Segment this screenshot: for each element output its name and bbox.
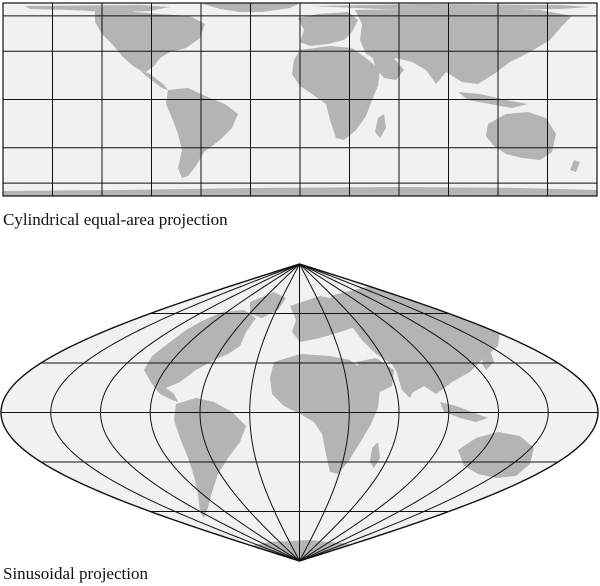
cyl-north-america xyxy=(95,9,205,72)
cyl-arabia xyxy=(372,56,404,80)
sin-africa xyxy=(270,354,380,474)
cyl-madagascar xyxy=(375,114,386,138)
sin-north-america xyxy=(144,310,256,388)
cyl-africa xyxy=(292,46,380,140)
sin-greenland xyxy=(250,292,286,318)
sin-arabia xyxy=(356,358,394,392)
cyl-new-zealand xyxy=(570,160,580,172)
sinusoidal-caption: Sinusoidal projection xyxy=(3,564,148,583)
cyl-border xyxy=(2,2,598,197)
sin-new-zealand xyxy=(542,470,554,486)
cyl-eurasia-arctic xyxy=(310,4,590,10)
cyl-europe xyxy=(298,12,358,46)
cylindrical-caption: Cylindrical equal-area projection xyxy=(3,210,228,229)
sinusoidal-map xyxy=(0,263,599,562)
sin-graticule xyxy=(1,263,598,562)
sin-border xyxy=(0,263,599,562)
cyl-arctic-islands xyxy=(25,5,170,12)
cylindrical-equal-area-map xyxy=(2,2,598,197)
sin-australia xyxy=(458,432,534,478)
cyl-central-america xyxy=(140,70,168,90)
sin-india xyxy=(396,366,418,398)
sin-central-america xyxy=(152,384,178,402)
cyl-south-america xyxy=(166,88,238,178)
sin-south-america xyxy=(174,398,246,518)
cyl-asia xyxy=(355,8,572,84)
sin-japan xyxy=(482,350,494,370)
cyl-graticule xyxy=(3,3,597,196)
cyl-japan xyxy=(508,34,522,54)
